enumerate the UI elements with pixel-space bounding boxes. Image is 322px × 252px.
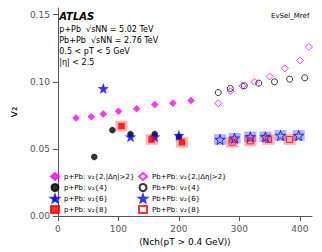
svg-text:|η| < 2.5: |η| < 2.5 [59, 58, 94, 67]
svg-text:0.5 < pT < 5 GeV: 0.5 < pT < 5 GeV [59, 47, 130, 56]
svg-text:p+Pb: v₂{2,|Δη|>2}: p+Pb: v₂{2,|Δη|>2} [64, 173, 134, 181]
svg-text:Pb+Pb: v₂{4}: Pb+Pb: v₂{4} [152, 184, 200, 192]
svg-text:0: 0 [55, 224, 61, 234]
svg-text:⟨Nch(pT > 0.4 GeV)⟩: ⟨Nch(pT > 0.4 GeV)⟩ [139, 237, 231, 247]
svg-text:0.10: 0.10 [30, 77, 50, 87]
svg-text:Pb+Pb: v₂{8}: Pb+Pb: v₂{8} [152, 206, 200, 214]
svg-text:p+Pb: v₂{4}: p+Pb: v₂{4} [64, 184, 108, 192]
svg-text:400: 400 [291, 224, 308, 234]
svg-text:Pb+Pb: v₂{2,|Δη|>2}: Pb+Pb: v₂{2,|Δη|>2} [152, 173, 227, 181]
svg-text:Pb+Pb: v₂{6}: Pb+Pb: v₂{6} [152, 195, 200, 203]
svg-text:p+Pb: v₂{6}: p+Pb: v₂{6} [64, 195, 108, 203]
svg-text:p+Pb: v₂{8}: p+Pb: v₂{8} [64, 206, 108, 214]
svg-text:300: 300 [231, 224, 248, 234]
svg-text:ATLAS: ATLAS [58, 11, 94, 22]
svg-text:v₂: v₂ [7, 107, 20, 118]
svg-text:Pb+Pb √sNN = 2.76 TeV: Pb+Pb √sNN = 2.76 TeV [59, 36, 158, 45]
svg-text:0.15: 0.15 [30, 10, 50, 20]
svg-text:0.00: 0.00 [30, 211, 50, 221]
svg-text:p+Pb √sNN = 5.02 TeV: p+Pb √sNN = 5.02 TeV [59, 25, 154, 34]
svg-text:200: 200 [170, 224, 187, 234]
svg-text:EvSel_Mref: EvSel_Mref [271, 12, 310, 20]
svg-text:0.05: 0.05 [30, 144, 50, 154]
svg-text:100: 100 [110, 224, 127, 234]
